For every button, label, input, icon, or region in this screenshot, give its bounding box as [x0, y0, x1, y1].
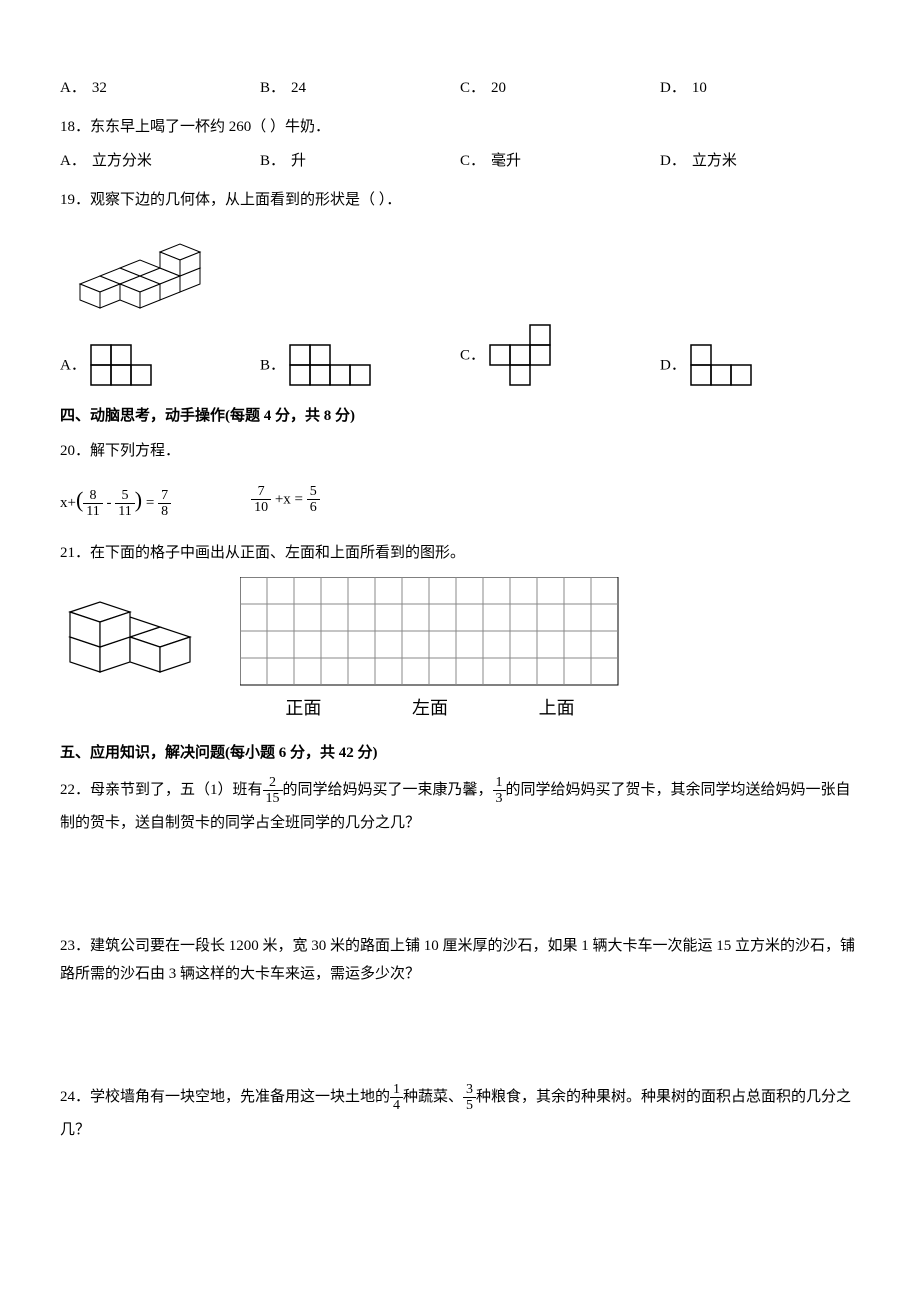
q19-opt-d: D．: [660, 344, 860, 388]
q18-opt-c: C． 毫升: [460, 147, 660, 176]
q24: 24．学校墙角有一块空地，先准备用这一块土地的14种蔬菜、35种粮食，其余的种果…: [60, 1081, 860, 1147]
frac-den: 10: [251, 500, 271, 515]
q-num: 21．: [60, 545, 90, 561]
cube-3d-icon: [60, 224, 210, 314]
frac-den: 3: [493, 791, 506, 806]
q21-3d-figure: [60, 577, 200, 677]
q-num: 19．: [60, 192, 90, 208]
grid-shape-a-icon: [90, 344, 156, 388]
q18: 18．东东早上喝了一杯约 260（ ）牛奶．: [60, 113, 860, 142]
frac-num: 7: [251, 484, 271, 500]
section5-header: 五、应用知识，解决问题(每小题 6 分，共 42 分): [60, 739, 860, 768]
q19-figure: [60, 224, 860, 314]
q19-opt-c: C．: [460, 324, 660, 388]
frac-den: 4: [390, 1098, 403, 1113]
q22: 22．母亲节到了，五（1）班有215的同学给妈妈买了一束康乃馨，13的同学给妈妈…: [60, 774, 860, 840]
q-num: 20．: [60, 443, 90, 459]
opt-label: D．: [660, 80, 686, 96]
q18-opt-d: D． 立方米: [660, 147, 860, 176]
q21: 21．在下面的格子中画出从正面、左面和上面所看到的图形。: [60, 539, 860, 568]
frac-num: 2: [263, 775, 283, 791]
frac-num: 5: [115, 488, 134, 504]
frac-num: 3: [463, 1082, 476, 1098]
opt-label: B．: [260, 153, 285, 169]
q-text: 观察下边的几何体，从上面看到的形状是（ ）．: [90, 192, 401, 208]
frac-num: 5: [307, 484, 320, 500]
frac-num: 1: [390, 1082, 403, 1098]
opt-label: A．: [60, 357, 86, 373]
opt-label: B．: [260, 357, 285, 373]
q-text: 在下面的格子中画出从正面、左面和上面所看到的图形。: [90, 545, 465, 561]
q17-opt-c: C． 20: [460, 74, 660, 103]
label-left: 左面: [412, 691, 448, 725]
q23: 23．建筑公司要在一段长 1200 米，宽 30 米的路面上铺 10 厘米厚的沙…: [60, 932, 860, 989]
eq1: x+(811 - 511) = 78: [60, 479, 171, 521]
opt-label: A．: [60, 80, 86, 96]
p1: 学校墙角有一块空地，先准备用这一块土地的: [90, 1089, 390, 1105]
q-num: 18．: [60, 119, 90, 135]
q17-opt-b: B． 24: [260, 74, 460, 103]
frac-den: 11: [83, 504, 102, 519]
opt-label: C．: [460, 347, 485, 363]
frac-den: 11: [115, 504, 134, 519]
opt-label: C．: [460, 153, 485, 169]
opt-text: 升: [291, 153, 306, 169]
q19-opt-a: A．: [60, 344, 260, 388]
opt-text: 32: [92, 80, 107, 96]
q20-equations: x+(811 - 511) = 78 710 +x = 56: [60, 479, 860, 521]
opt-text: 10: [692, 80, 707, 96]
opt-text: 20: [491, 80, 506, 96]
answer-grid-icon: [240, 577, 620, 687]
label-front: 正面: [285, 691, 321, 725]
q-text: 解下列方程．: [90, 443, 180, 459]
opt-label: B．: [260, 80, 285, 96]
frac-num: 8: [83, 488, 102, 504]
q-text: 建筑公司要在一段长 1200 米，宽 30 米的路面上铺 10 厘米厚的沙石，如…: [60, 938, 855, 983]
q-text: 东东早上喝了一杯约 260（ ）牛奶．: [90, 119, 330, 135]
q18-opt-a: A． 立方分米: [60, 147, 260, 176]
grid-shape-c-icon: [489, 324, 555, 388]
q19-options: A． B． C． D．: [60, 324, 860, 388]
frac-den: 6: [307, 500, 320, 515]
p1: 母亲节到了，五（1）班有: [90, 782, 263, 798]
q18-options: A． 立方分米 B． 升 C． 毫升 D． 立方米: [60, 147, 860, 176]
opt-label: D．: [660, 357, 686, 373]
frac-den: 15: [263, 791, 283, 806]
grid-labels: 正面 左面 上面: [240, 691, 620, 725]
q-num: 24．: [60, 1089, 90, 1105]
cube-3d-icon: [60, 577, 200, 677]
q17-options: A． 32 B． 24 C． 20 D． 10: [60, 74, 860, 103]
q21-figure-row: 正面 左面 上面: [60, 577, 860, 725]
frac-den: 5: [463, 1098, 476, 1113]
grid-shape-d-icon: [690, 344, 756, 388]
p2: 的同学给妈妈买了一束康乃馨，: [283, 782, 493, 798]
opt-label: C．: [460, 80, 485, 96]
q19: 19．观察下边的几何体，从上面看到的形状是（ ）．: [60, 186, 860, 215]
section4-header: 四、动脑思考，动手操作(每题 4 分，共 8 分): [60, 402, 860, 431]
p2: 种蔬菜、: [403, 1089, 463, 1105]
label-top: 上面: [539, 691, 575, 725]
opt-text: 立方米: [692, 153, 737, 169]
q21-grid: 正面 左面 上面: [240, 577, 620, 725]
q17-opt-a: A． 32: [60, 74, 260, 103]
opt-label: D．: [660, 153, 686, 169]
opt-text: 毫升: [491, 153, 521, 169]
q-num: 22．: [60, 782, 90, 798]
opt-label: A．: [60, 153, 86, 169]
frac-den: 8: [158, 504, 171, 519]
opt-text: 立方分米: [92, 153, 152, 169]
opt-text: 24: [291, 80, 306, 96]
q17-opt-d: D． 10: [660, 74, 860, 103]
eq2: 710 +x = 56: [251, 484, 320, 516]
frac-num: 7: [158, 488, 171, 504]
q-num: 23．: [60, 938, 90, 954]
q18-opt-b: B． 升: [260, 147, 460, 176]
q19-opt-b: B．: [260, 344, 460, 388]
frac-num: 1: [493, 775, 506, 791]
grid-shape-b-icon: [289, 344, 375, 388]
q20: 20．解下列方程．: [60, 437, 860, 466]
